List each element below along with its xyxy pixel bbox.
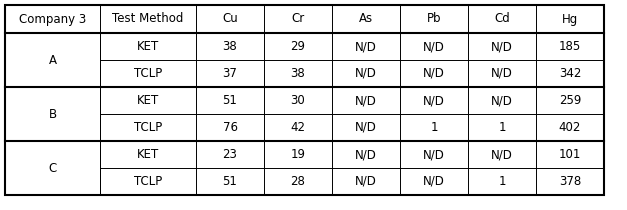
Text: Cd: Cd — [494, 13, 510, 25]
Text: 30: 30 — [291, 94, 305, 107]
Text: 51: 51 — [223, 94, 238, 107]
Text: N/D: N/D — [355, 40, 377, 53]
Text: KET: KET — [137, 148, 159, 161]
Text: Hg: Hg — [562, 13, 578, 25]
Text: Company 3: Company 3 — [19, 13, 86, 25]
Text: N/D: N/D — [355, 148, 377, 161]
Text: 185: 185 — [559, 40, 581, 53]
Text: B: B — [48, 108, 56, 121]
Text: 42: 42 — [290, 121, 305, 134]
Text: N/D: N/D — [491, 40, 513, 53]
Text: N/D: N/D — [423, 175, 445, 188]
Text: N/D: N/D — [491, 94, 513, 107]
Text: A: A — [48, 54, 56, 67]
Text: N/D: N/D — [423, 148, 445, 161]
Text: 342: 342 — [559, 67, 581, 80]
Text: 1: 1 — [430, 121, 438, 134]
Text: TCLP: TCLP — [134, 175, 162, 188]
Text: 76: 76 — [223, 121, 238, 134]
Text: Cu: Cu — [222, 13, 238, 25]
Text: TCLP: TCLP — [134, 121, 162, 134]
Text: 1: 1 — [498, 121, 506, 134]
Text: 23: 23 — [223, 148, 238, 161]
Text: 37: 37 — [223, 67, 238, 80]
Text: C: C — [48, 161, 56, 175]
Text: KET: KET — [137, 40, 159, 53]
Text: Test Method: Test Method — [112, 13, 184, 25]
Text: TCLP: TCLP — [134, 67, 162, 80]
Text: 38: 38 — [291, 67, 305, 80]
Text: N/D: N/D — [423, 40, 445, 53]
Text: KET: KET — [137, 94, 159, 107]
Text: 19: 19 — [290, 148, 305, 161]
Text: 378: 378 — [559, 175, 581, 188]
Text: 51: 51 — [223, 175, 238, 188]
Text: N/D: N/D — [423, 67, 445, 80]
Text: N/D: N/D — [423, 94, 445, 107]
Text: 1: 1 — [498, 175, 506, 188]
Text: 259: 259 — [559, 94, 581, 107]
Text: N/D: N/D — [355, 94, 377, 107]
Text: 101: 101 — [559, 148, 581, 161]
Text: N/D: N/D — [355, 67, 377, 80]
Text: 38: 38 — [223, 40, 238, 53]
Text: N/D: N/D — [491, 148, 513, 161]
Text: N/D: N/D — [355, 121, 377, 134]
Text: Pb: Pb — [427, 13, 441, 25]
Text: 28: 28 — [290, 175, 305, 188]
Text: 29: 29 — [290, 40, 305, 53]
Text: Cr: Cr — [292, 13, 305, 25]
Text: N/D: N/D — [355, 175, 377, 188]
Text: N/D: N/D — [491, 67, 513, 80]
Text: As: As — [359, 13, 373, 25]
Text: 402: 402 — [559, 121, 581, 134]
